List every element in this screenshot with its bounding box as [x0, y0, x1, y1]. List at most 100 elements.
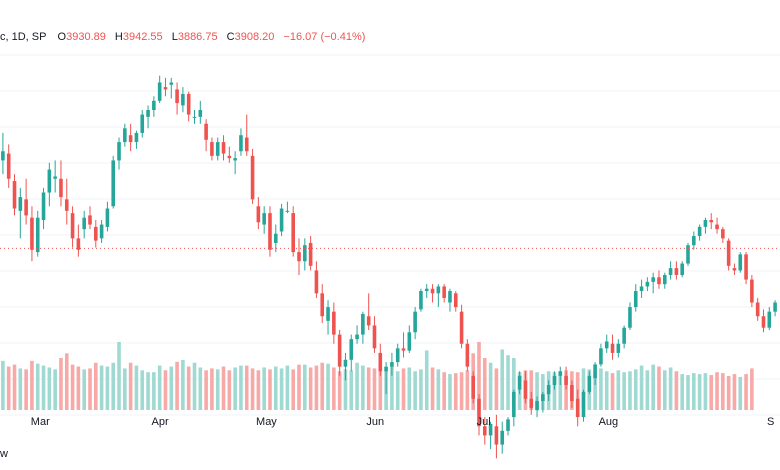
volume-bar [152, 372, 156, 410]
candle [593, 362, 597, 385]
candle-body [128, 135, 133, 143]
volume-bar [726, 375, 731, 410]
candle [744, 252, 748, 285]
candle-body [448, 291, 452, 303]
candle [372, 316, 377, 353]
candle [175, 82, 179, 115]
symbol-label[interactable]: c, 1D, SP [0, 31, 47, 43]
candle [186, 91, 191, 122]
candle-body [401, 348, 406, 351]
candle-body [674, 268, 679, 275]
volume-bar [697, 374, 702, 410]
x-axis: Mar Apr May Jun Jul Aug S [31, 416, 775, 428]
x-tick-label: S [767, 416, 774, 428]
candle [314, 261, 319, 298]
volume-bar [413, 371, 417, 410]
candle-body [651, 277, 655, 282]
volume-bar [378, 369, 383, 410]
volume-bar [82, 369, 86, 410]
volume-bar [233, 367, 237, 410]
volume-bar [628, 371, 632, 410]
candle [680, 261, 685, 278]
volume-bar [343, 369, 348, 410]
volume-bar [506, 355, 510, 410]
candle [355, 325, 359, 344]
candle [529, 391, 534, 415]
candle-body [35, 217, 40, 253]
candle [262, 206, 266, 234]
candle [628, 302, 632, 330]
volume-bar [599, 368, 603, 410]
volume-bar [488, 362, 493, 410]
candle [303, 238, 307, 271]
close-value: 3908.20 [234, 31, 275, 43]
candle-body [314, 270, 319, 294]
candle-body [517, 375, 522, 390]
volume-bar [616, 370, 621, 410]
candle-body [12, 181, 17, 209]
candle-body [535, 401, 539, 411]
volume-bar [76, 366, 81, 410]
candle-body [459, 311, 464, 344]
candle-body [692, 236, 696, 246]
x-tick-label: Jun [366, 416, 384, 428]
candle-body [24, 199, 28, 216]
candle-body [210, 142, 214, 156]
volume-bar [157, 365, 162, 410]
candle-body [198, 110, 203, 117]
candle-body [30, 217, 34, 250]
candle-body [146, 110, 150, 117]
candle-body [152, 100, 156, 110]
candle-body [395, 348, 400, 363]
candle-body [587, 375, 592, 392]
footer-watermark-text[interactable]: w [0, 448, 8, 460]
candle-body [320, 293, 325, 317]
candle [198, 100, 203, 124]
candle-body [390, 362, 394, 367]
candle [564, 366, 568, 390]
volume-bar [117, 341, 121, 410]
x-tick-label: May [256, 416, 277, 428]
volume-bar [256, 370, 261, 410]
volume-bar [564, 370, 568, 410]
low-value: 3886.75 [177, 31, 218, 43]
volume-bar [459, 372, 464, 410]
candle [674, 261, 679, 280]
volume-bar [268, 369, 272, 410]
candle [395, 343, 400, 367]
candle [76, 224, 81, 257]
candle-body [99, 224, 104, 239]
candle-body [285, 210, 290, 212]
candle-body [407, 332, 412, 351]
candle [552, 371, 557, 390]
candle-body [657, 277, 661, 285]
candle [128, 123, 133, 152]
ohlc-legend: c, 1D, SP O3930.89 H3942.55 L3886.75 C39… [0, 31, 371, 47]
volume-bar [53, 369, 57, 410]
candle [657, 270, 661, 289]
high-label: H [114, 31, 123, 43]
candle [535, 396, 539, 418]
volume-bar [279, 368, 284, 410]
candle-body [767, 311, 772, 328]
high-value: 3942.55 [122, 31, 163, 43]
candle-body [686, 245, 690, 264]
candle-body [378, 352, 383, 372]
candle [53, 160, 57, 193]
candle [152, 96, 156, 117]
candle [157, 75, 162, 104]
volume-bar [448, 374, 452, 410]
candle-body [721, 229, 725, 239]
volume-bar [18, 368, 23, 410]
candle-body [558, 371, 563, 376]
candle-body [361, 313, 365, 335]
candle [761, 309, 766, 333]
candle-body [471, 375, 475, 399]
volume-bar [123, 368, 127, 410]
volume-bar [558, 373, 563, 410]
volume-bar [47, 367, 52, 410]
volume-bar [70, 364, 75, 410]
volume-bar [262, 367, 266, 410]
